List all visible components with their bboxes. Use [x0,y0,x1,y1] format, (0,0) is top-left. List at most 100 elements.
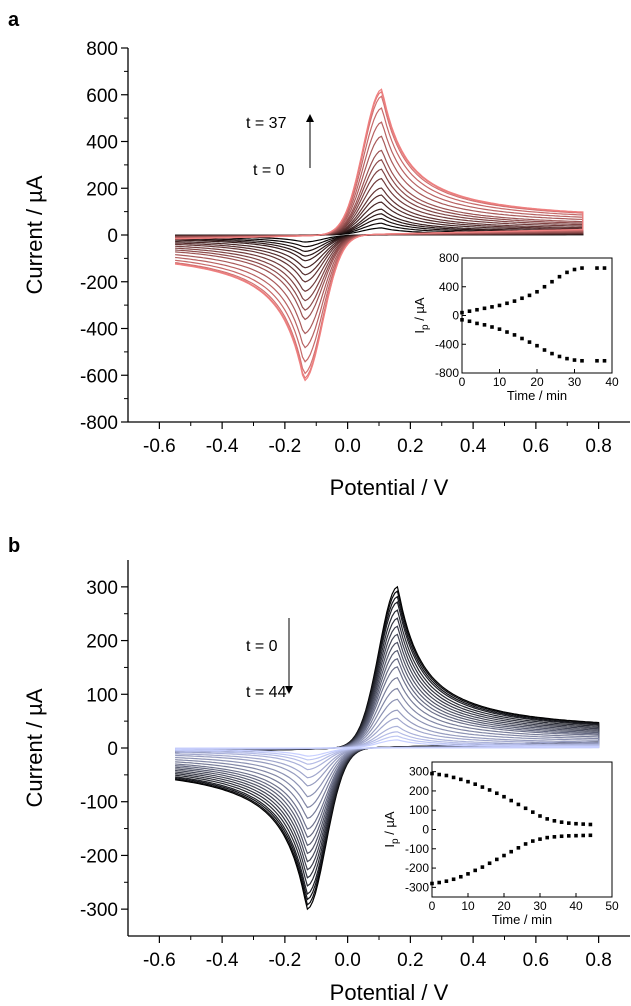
inset-point [581,822,585,826]
inset-point [512,299,517,303]
inset-point [459,874,463,879]
inset-y-label-main: I [412,330,427,334]
y-tick-label: -600 [80,366,118,387]
x-tick-label: 0.0 [334,950,360,971]
inset-point [430,771,434,776]
x-tick-label: 0.2 [397,436,423,457]
inset-y-label-sub: p [420,324,431,330]
y-tick-label: 0 [107,226,118,247]
inset-point [581,833,585,838]
inset-point [490,325,494,329]
x-tick-label: 0.4 [460,436,487,457]
x-tick-label: 0.8 [585,950,611,971]
inset-point [580,358,584,363]
inset-point [580,266,584,270]
inset-point [565,270,569,275]
inset-point [497,303,502,308]
inset-y-tick-label: -100 [405,842,429,856]
inset-point [588,833,593,838]
annotation-top-b: t = 0 [246,638,278,655]
inset-y-tick-label: 800 [439,251,459,265]
panel-b: b -0.6 -0.4 -0.2 0.0 0.2 0.4 0.6 0.8 -300 -200 -10… [8,535,630,1005]
inset-y-tick-label: 0 [452,309,459,323]
inset-point [516,846,521,850]
inset-point [523,806,528,811]
inset-point [505,330,509,334]
inset-point [480,785,485,789]
inset-point [535,289,539,294]
inset-point [460,310,464,315]
inset-point [545,835,549,840]
inset-point [459,777,463,782]
inset-point [595,358,599,363]
y-tick-label: -200 [80,273,118,294]
y-axis-label-b: Current / µA [22,688,47,807]
x-tick-label: -0.2 [269,950,302,971]
inset-point [495,791,499,796]
inset-y-label: Ip / µA [412,297,431,334]
cv-curve [175,88,584,382]
inset-x-tick-label: 50 [605,899,619,913]
inset-y-label-unit: / µA [412,297,427,324]
inset-point [538,814,542,818]
inset-point [550,351,554,356]
y-axis-label-a: Current / µA [22,175,47,294]
inset-point [487,788,492,792]
inset-y-tick-label: 400 [439,280,459,294]
inset-y-tick-label: 100 [409,803,429,817]
inset-point [495,857,499,862]
inset-point [475,321,479,326]
inset-y-tick-label: 300 [409,765,429,779]
inset-point [538,837,542,841]
x-tick-label: 0.6 [523,436,549,457]
inset-point [559,820,564,824]
y-tick-label: 200 [86,179,118,200]
inset-point [531,810,535,814]
inset-point [430,881,434,886]
inset-point [567,834,571,838]
inset-y-tick-label: 0 [422,823,429,837]
inset-point [475,307,479,312]
inset-point [444,773,449,778]
inset-x-label: Time / min [507,388,567,403]
inset-point [466,779,470,784]
inset-point [542,284,547,289]
panel-label-a: a [8,9,20,31]
cv-curve [175,739,600,757]
y-tick-label: 400 [86,133,118,154]
annotation-top-a: t = 37 [246,115,287,132]
inset-point [509,798,513,803]
inset-point [527,340,532,344]
x-axis-label-b: Potential / V [330,980,449,1005]
inset-point [552,835,557,839]
cv-curves-b [175,585,600,911]
x-tick-label: -0.4 [206,950,239,971]
x-tick-label: -0.2 [269,436,302,457]
inset-point [487,861,492,866]
inset-point [502,794,506,799]
inset-point [557,354,562,359]
inset-point [497,327,502,331]
inset-y-label: Ip / µA [382,811,401,848]
cv-curves-a [175,88,584,382]
inset-point [473,782,477,786]
inset-point [602,266,607,270]
inset-x-tick-label: 10 [493,375,507,389]
y-tick-label: -800 [80,413,118,434]
inset-y-tick-label: 200 [409,784,429,798]
inset-point [490,305,494,309]
inset-x-tick-label: 40 [605,375,619,389]
annotation-bottom-a: t = 0 [253,162,285,179]
y-tick-label: -100 [80,793,118,814]
inset-y-tick-label: -800 [435,366,459,380]
y-tick-label: 100 [86,685,118,706]
y-tick-label: -400 [80,320,118,341]
inset-point [545,817,549,821]
inset-point [451,877,456,882]
inset-point [552,819,557,823]
x-tick-label: -0.6 [143,950,176,971]
inset-point [565,356,569,361]
inset-x-tick-label: 30 [533,899,547,913]
inset-point [512,333,517,337]
